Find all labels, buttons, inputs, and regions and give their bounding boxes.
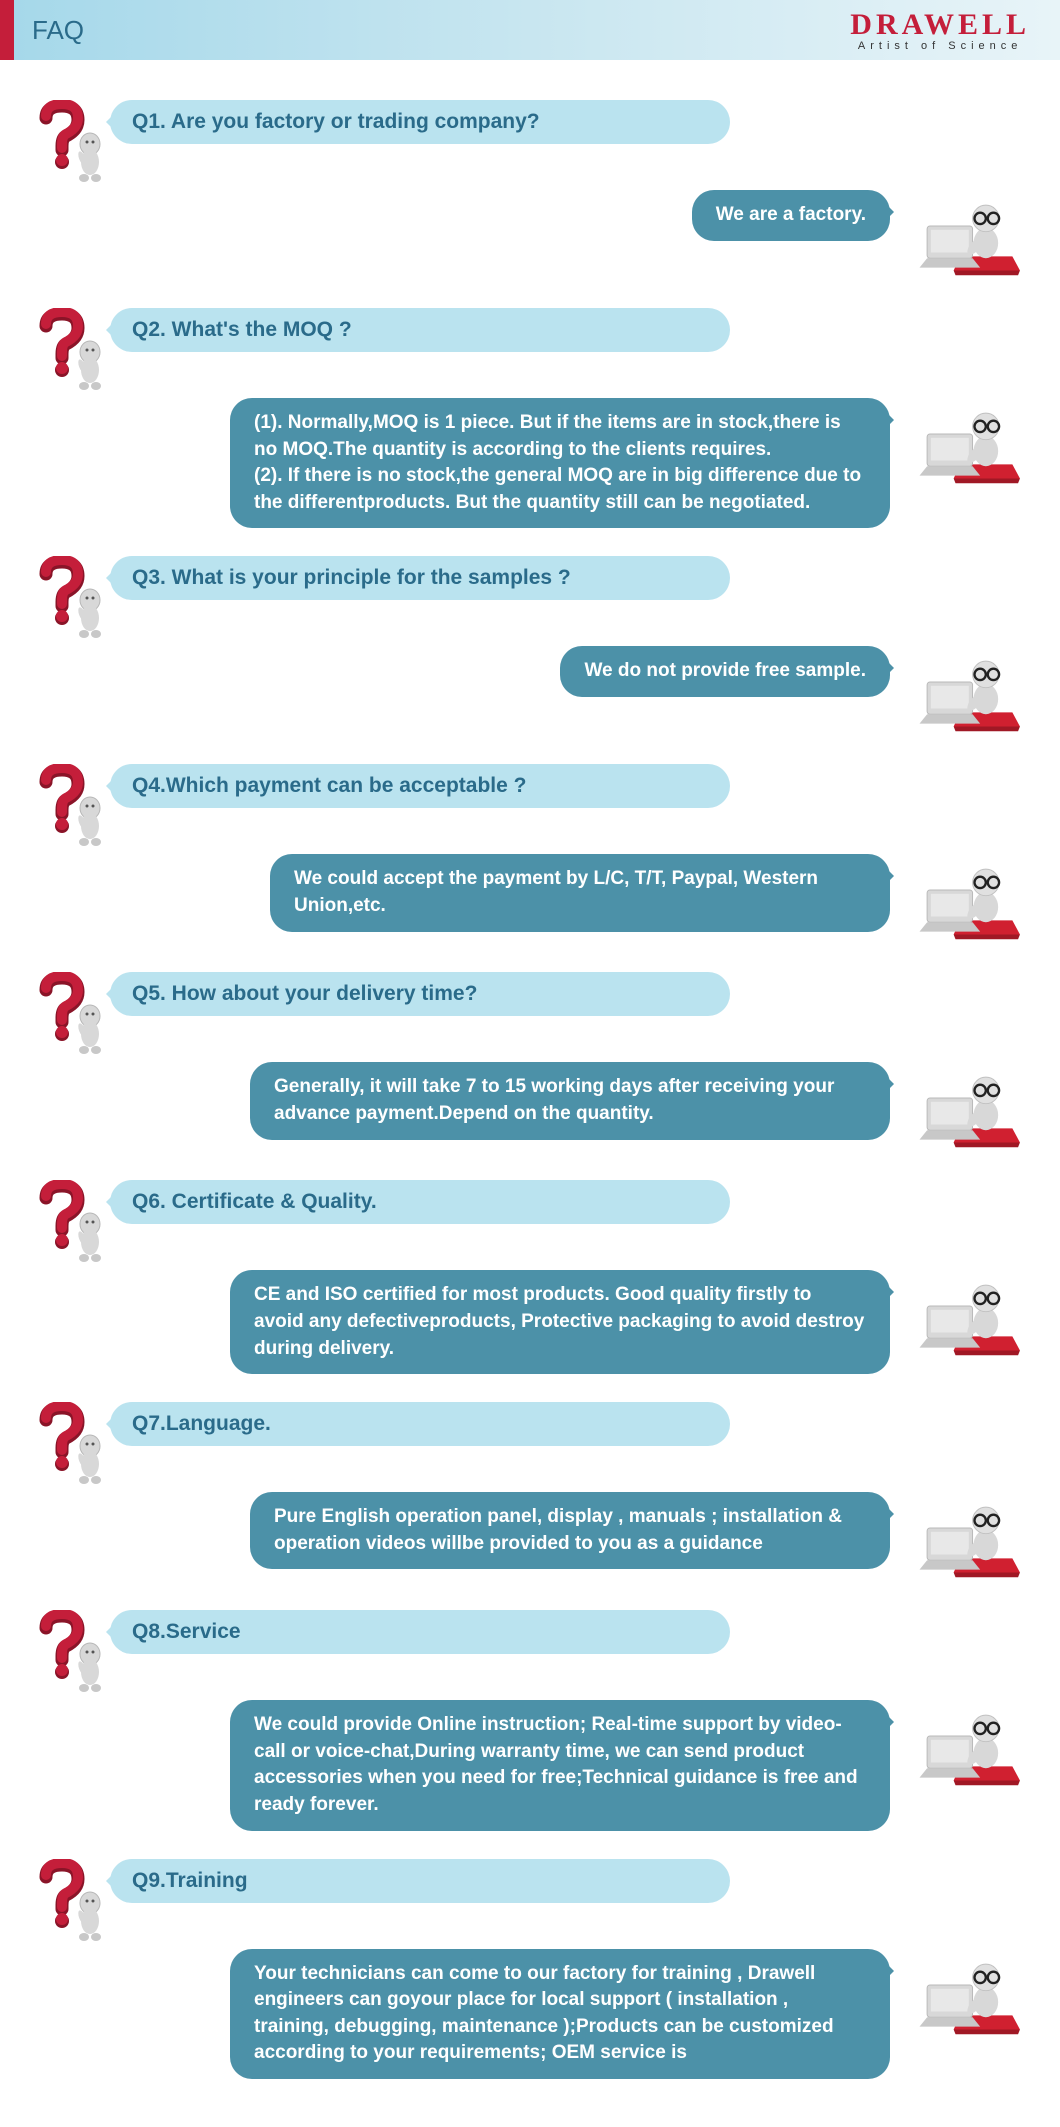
answer-row: We do not provide free sample. (30, 646, 1030, 736)
answer-row: Your technicians can come to our factory… (30, 1949, 1030, 2079)
question-row: Q2. What's the MOQ ? (30, 308, 1030, 390)
faq-item: Q4.Which payment can be acceptable ? We c… (30, 764, 1030, 944)
question-bubble: Q2. What's the MOQ ? (110, 308, 730, 352)
question-row: Q5. How about your delivery time? (30, 972, 1030, 1054)
page-header: FAQ DRAWELL Artist of Science (0, 0, 1060, 60)
answer-bubble: We could accept the payment by L/C, T/T,… (270, 854, 890, 931)
answer-text: Generally, it will take 7 to 15 working … (274, 1074, 866, 1127)
faq-item: Q3. What is your principle for the sampl… (30, 556, 1030, 736)
question-mark-icon (30, 100, 110, 182)
answer-text: We could accept the payment by L/C, T/T,… (294, 866, 866, 919)
question-row: Q9.Training (30, 1859, 1030, 1941)
answer-character-icon (900, 1700, 1030, 1790)
question-mark-icon (30, 1402, 110, 1484)
question-row: Q6. Certificate & Quality. (30, 1180, 1030, 1262)
answer-row: We are a factory. (30, 190, 1030, 280)
question-row: Q1. Are you factory or trading company? (30, 100, 1030, 182)
answer-character-icon (900, 1270, 1030, 1360)
answer-bubble: Your technicians can come to our factory… (230, 1949, 890, 2079)
answer-bubble: CE and ISO certified for most products. … (230, 1270, 890, 1374)
answer-text: We could provide Online instruction; Rea… (254, 1712, 866, 1818)
question-mark-icon (30, 1180, 110, 1262)
question-row: Q8.Service (30, 1610, 1030, 1692)
answer-bubble: We do not provide free sample. (560, 646, 890, 697)
answer-row: Pure English operation panel, display , … (30, 1492, 1030, 1582)
answer-bubble: Generally, it will take 7 to 15 working … (250, 1062, 890, 1139)
question-text: Q4.Which payment can be acceptable ? (132, 774, 708, 798)
question-mark-icon (30, 308, 110, 390)
answer-text: CE and ISO certified for most products. … (254, 1282, 866, 1362)
answer-row: (1). Normally,MOQ is 1 piece. But if the… (30, 398, 1030, 528)
answer-row: We could accept the payment by L/C, T/T,… (30, 854, 1030, 944)
answer-text: Your technicians can come to our factory… (254, 1961, 866, 2067)
answer-bubble: (1). Normally,MOQ is 1 piece. But if the… (230, 398, 890, 528)
faq-content: Q1. Are you factory or trading company? W… (0, 60, 1060, 2127)
question-text: Q2. What's the MOQ ? (132, 318, 708, 342)
answer-character-icon (900, 1062, 1030, 1152)
question-row: Q3. What is your principle for the sampl… (30, 556, 1030, 638)
header-accent-bar (0, 0, 14, 60)
answer-character-icon (900, 1949, 1030, 2039)
answer-row: CE and ISO certified for most products. … (30, 1270, 1030, 1374)
question-bubble: Q8.Service (110, 1610, 730, 1654)
question-mark-icon (30, 1610, 110, 1692)
answer-bubble: Pure English operation panel, display , … (250, 1492, 890, 1569)
brand-name: DRAWELL (850, 8, 1030, 42)
brand-block: DRAWELL Artist of Science (850, 8, 1030, 52)
faq-item: Q2. What's the MOQ ? (1). Normally,MOQ is… (30, 308, 1030, 528)
answer-character-icon (900, 854, 1030, 944)
faq-item: Q5. How about your delivery time? General… (30, 972, 1030, 1152)
question-bubble: Q4.Which payment can be acceptable ? (110, 764, 730, 808)
question-text: Q3. What is your principle for the sampl… (132, 566, 708, 590)
question-bubble: Q7.Language. (110, 1402, 730, 1446)
question-row: Q7.Language. (30, 1402, 1030, 1484)
question-bubble: Q6. Certificate & Quality. (110, 1180, 730, 1224)
answer-character-icon (900, 398, 1030, 488)
answer-bubble: We are a factory. (692, 190, 890, 241)
question-bubble: Q3. What is your principle for the sampl… (110, 556, 730, 600)
question-text: Q7.Language. (132, 1412, 708, 1436)
question-bubble: Q1. Are you factory or trading company? (110, 100, 730, 144)
question-text: Q9.Training (132, 1869, 708, 1893)
answer-character-icon (900, 646, 1030, 736)
question-mark-icon (30, 1859, 110, 1941)
answer-character-icon (900, 190, 1030, 280)
question-text: Q5. How about your delivery time? (132, 982, 708, 1006)
answer-text: We are a factory. (716, 202, 866, 229)
answer-text: We do not provide free sample. (584, 658, 866, 685)
question-text: Q8.Service (132, 1620, 708, 1644)
answer-character-icon (900, 1492, 1030, 1582)
question-text: Q6. Certificate & Quality. (132, 1190, 708, 1214)
question-mark-icon (30, 972, 110, 1054)
faq-item: Q6. Certificate & Quality. CE and ISO cer… (30, 1180, 1030, 1374)
faq-list: Q1. Are you factory or trading company? W… (30, 100, 1030, 2079)
answer-row: We could provide Online instruction; Rea… (30, 1700, 1030, 1830)
question-mark-icon (30, 764, 110, 846)
faq-item: Q7.Language. Pure English operation panel… (30, 1402, 1030, 1582)
answer-row: Generally, it will take 7 to 15 working … (30, 1062, 1030, 1152)
question-bubble: Q9.Training (110, 1859, 730, 1903)
faq-item: Q1. Are you factory or trading company? W… (30, 100, 1030, 280)
answer-bubble: We could provide Online instruction; Rea… (230, 1700, 890, 1830)
page-title: FAQ (32, 15, 84, 46)
question-text: Q1. Are you factory or trading company? (132, 110, 708, 134)
question-bubble: Q5. How about your delivery time? (110, 972, 730, 1016)
question-mark-icon (30, 556, 110, 638)
faq-item: Q8.Service We could provide Online instru… (30, 1610, 1030, 1830)
answer-text: Pure English operation panel, display , … (274, 1504, 866, 1557)
faq-item: Q9.Training Your technicians can come to … (30, 1859, 1030, 2079)
question-row: Q4.Which payment can be acceptable ? (30, 764, 1030, 846)
answer-text: (1). Normally,MOQ is 1 piece. But if the… (254, 410, 866, 516)
brand-tagline: Artist of Science (850, 40, 1030, 52)
